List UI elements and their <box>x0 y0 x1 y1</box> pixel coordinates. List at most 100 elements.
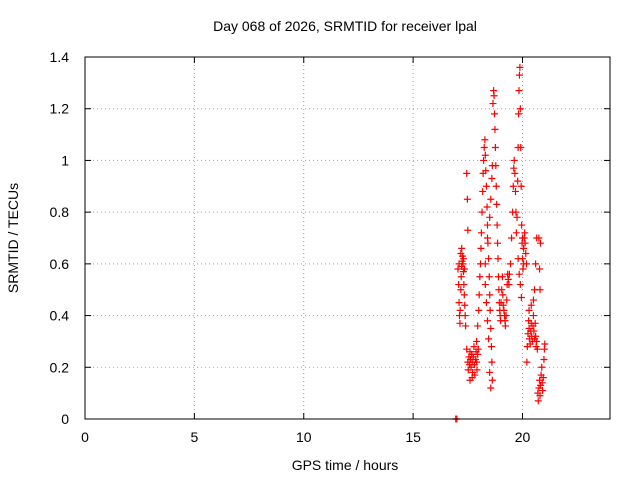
data-point <box>468 374 476 382</box>
data-point <box>457 273 465 281</box>
data-point <box>477 229 485 237</box>
data-point <box>520 244 528 252</box>
data-point <box>515 87 523 95</box>
data-point <box>455 299 463 307</box>
x-tick-label: 20 <box>515 429 531 445</box>
data-point <box>481 260 489 268</box>
data-point <box>461 265 469 273</box>
chart-title: Day 068 of 2026, SRMTID for receiver lpa… <box>213 18 477 34</box>
data-point <box>506 260 514 268</box>
data-point <box>463 169 471 177</box>
data-point <box>481 136 489 144</box>
data-point <box>499 301 507 309</box>
data-point <box>510 156 518 164</box>
data-point <box>475 306 483 314</box>
x-tick-label: 5 <box>190 429 198 445</box>
data-point <box>476 273 484 281</box>
data-point <box>480 144 488 151</box>
data-point <box>477 244 485 252</box>
data-point <box>464 226 472 234</box>
data-point <box>493 200 501 208</box>
y-tick-label: 0 <box>61 411 69 427</box>
data-point <box>536 265 544 273</box>
data-point <box>540 356 548 364</box>
data-point <box>492 182 500 190</box>
data-point <box>461 312 469 320</box>
data-point <box>502 312 510 320</box>
y-tick-label: 0.2 <box>50 359 70 375</box>
data-point <box>539 387 547 395</box>
data-point <box>475 291 483 299</box>
data-point <box>459 255 467 263</box>
data-point <box>529 312 537 320</box>
data-point <box>460 291 468 299</box>
data-point <box>491 110 498 118</box>
data-point <box>512 229 520 237</box>
data-point <box>457 250 465 258</box>
data-point <box>479 187 487 195</box>
data-point <box>474 322 482 330</box>
data-point <box>493 221 501 229</box>
data-point <box>485 255 493 263</box>
data-point <box>481 281 489 289</box>
data-point <box>462 322 470 330</box>
x-tick-label: 10 <box>296 429 312 445</box>
data-point <box>454 265 462 273</box>
data-point <box>520 260 528 268</box>
data-point <box>487 195 495 203</box>
data-point <box>513 213 521 221</box>
data-point <box>505 281 513 289</box>
data-point <box>484 221 491 229</box>
data-point <box>514 255 522 263</box>
data-point <box>482 299 490 307</box>
data-point <box>532 332 540 340</box>
data-point <box>519 234 526 242</box>
data-point <box>473 358 481 366</box>
y-axis-label: SRMTID / TECUs <box>5 183 21 293</box>
data-point <box>478 208 486 216</box>
data-point <box>536 286 544 294</box>
data-point <box>482 182 490 190</box>
data-point <box>485 273 493 281</box>
data-point <box>517 182 525 190</box>
data-point <box>491 125 499 133</box>
data-point <box>461 301 469 309</box>
data-point <box>541 340 549 348</box>
x-axis-label: GPS time / hours <box>292 457 399 473</box>
data-point <box>539 374 547 382</box>
data-point <box>487 384 495 392</box>
data-point <box>485 335 493 343</box>
data-point <box>510 164 518 172</box>
data-point <box>514 177 522 185</box>
data-point <box>521 229 529 237</box>
data-point <box>491 144 499 151</box>
y-tick-label: 1.4 <box>50 49 70 65</box>
data-point <box>529 296 537 304</box>
y-tick-label: 1 <box>61 152 69 168</box>
data-point <box>488 376 496 384</box>
data-point <box>519 265 527 273</box>
data-point <box>492 162 500 170</box>
data-point <box>481 151 489 159</box>
data-point <box>516 281 524 289</box>
data-point <box>538 363 546 371</box>
data-point <box>509 182 517 190</box>
data-point <box>501 322 509 330</box>
data-point <box>504 275 512 283</box>
data-point <box>486 368 494 376</box>
data-point <box>470 343 478 351</box>
data-point <box>500 306 508 314</box>
data-point <box>487 325 495 332</box>
data-point <box>508 234 516 242</box>
data-point <box>516 105 524 113</box>
data-point <box>473 366 481 374</box>
data-point <box>518 221 526 229</box>
data-point <box>486 291 494 299</box>
data-point <box>460 281 468 289</box>
data-point <box>517 144 525 151</box>
data-point <box>480 156 488 164</box>
data-point <box>535 234 543 242</box>
data-point <box>521 239 529 247</box>
data-point <box>530 327 538 335</box>
